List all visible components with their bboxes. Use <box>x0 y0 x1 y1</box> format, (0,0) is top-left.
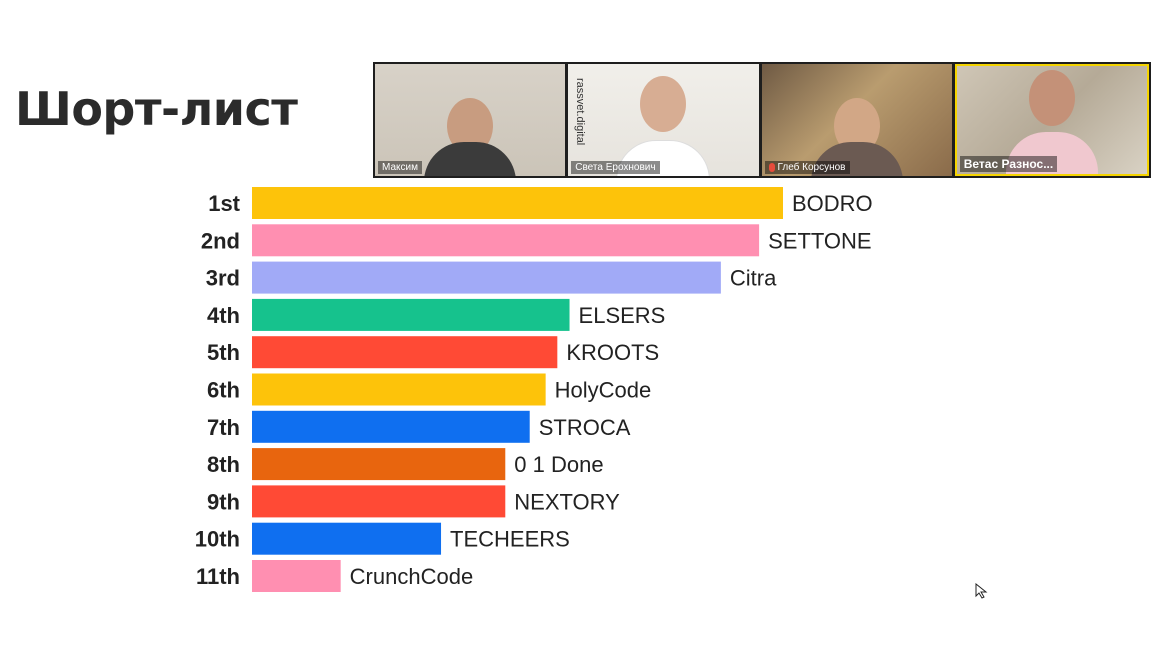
team-label: NEXTORY <box>514 489 620 514</box>
rank-label: 9th <box>207 489 240 514</box>
muted-mic-icon <box>768 162 775 172</box>
team-label: 0 1 Done <box>514 452 603 477</box>
participant-tile-active-speaker[interactable]: Ветас Разнос... <box>954 64 1149 176</box>
bar-7th <box>252 410 530 443</box>
slide-title: Шорт-лист <box>15 82 298 136</box>
participant-name: Света Ерохнович <box>571 161 660 174</box>
bar-4th <box>252 298 570 331</box>
participant-tile[interactable]: Глеб Корсунов <box>761 64 952 176</box>
team-label: KROOTS <box>566 340 659 365</box>
video-call-strip: Максим rassvet.digital Света Ерохнович Г… <box>373 62 1151 178</box>
team-label: TECHEERS <box>450 527 570 552</box>
rank-label: 10th <box>195 527 240 552</box>
rank-label: 5th <box>207 340 240 365</box>
team-label: BODRO <box>792 191 873 216</box>
rank-label: 7th <box>207 415 240 440</box>
rank-label: 3rd <box>206 266 240 291</box>
rank-label: 11th <box>196 564 240 589</box>
bar-10th <box>252 522 442 555</box>
participant-tile[interactable]: rassvet.digital Света Ерохнович <box>568 64 759 176</box>
team-label: STROCA <box>539 415 631 440</box>
rank-label: 2nd <box>201 228 240 253</box>
bar-11th <box>252 560 341 592</box>
bar-6th <box>252 373 546 406</box>
team-label: CrunchCode <box>350 564 474 589</box>
bar-8th <box>252 448 506 481</box>
bar-1st <box>252 187 783 219</box>
bar-2nd <box>252 224 760 257</box>
participant-video <box>810 68 903 176</box>
bar-3rd <box>252 261 721 294</box>
bar-5th <box>252 336 558 369</box>
team-label: Citra <box>730 266 777 291</box>
participant-name: Ветас Разнос... <box>959 156 1058 172</box>
team-label: HolyCode <box>555 378 652 403</box>
participant-tile[interactable]: Максим <box>375 64 566 176</box>
participant-name: Максим <box>378 161 422 174</box>
participant-video <box>616 68 711 176</box>
rank-label: 1st <box>208 191 240 216</box>
team-label: ELSERS <box>579 303 666 328</box>
mouse-cursor-icon <box>975 583 988 599</box>
participant-video <box>1005 66 1098 174</box>
rank-label: 6th <box>207 378 240 403</box>
rank-label: 4th <box>207 303 240 328</box>
rank-label: 8th <box>207 452 240 477</box>
participant-video <box>424 68 517 176</box>
participant-name: Глеб Корсунов <box>764 161 850 174</box>
bar-9th <box>252 485 506 518</box>
team-label: SETTONE <box>768 228 872 253</box>
